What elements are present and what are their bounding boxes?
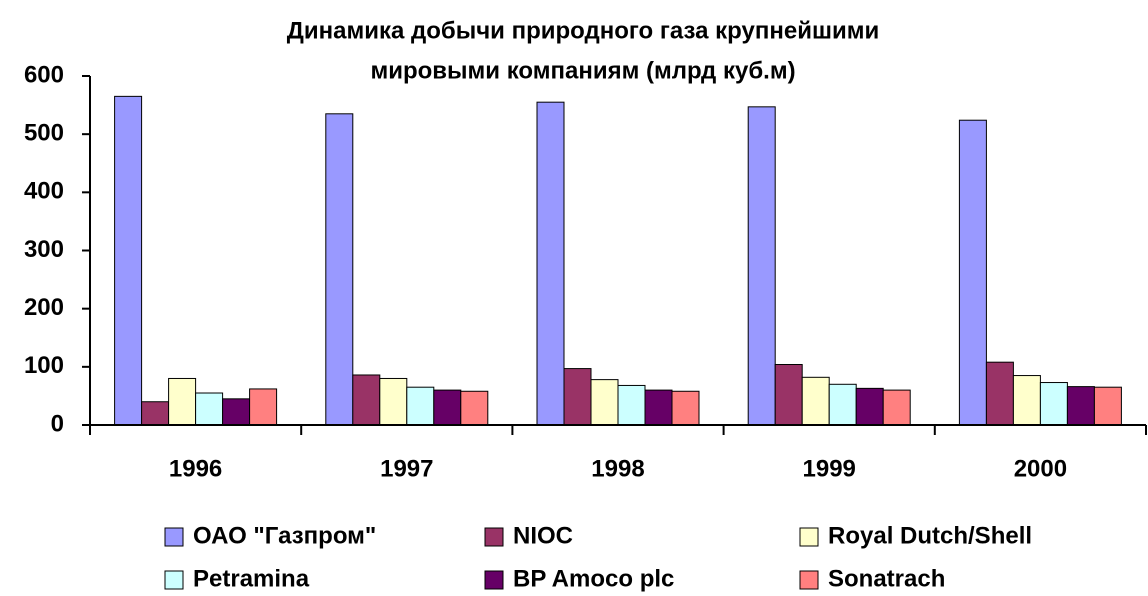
x-tick-label: 1997 <box>380 455 433 482</box>
y-tick-label: 0 <box>51 410 64 437</box>
bar <box>671 390 700 426</box>
y-tick-label: 200 <box>24 294 64 321</box>
y-tick-label: 300 <box>24 236 64 263</box>
legend-swatch <box>799 527 819 547</box>
legend-swatch <box>164 527 184 547</box>
bar <box>828 383 857 426</box>
legend-swatch <box>484 527 504 547</box>
bar <box>195 392 224 426</box>
bar <box>563 368 592 426</box>
y-tick-label: 600 <box>24 61 64 88</box>
bar <box>406 386 435 426</box>
legend-label: ОАО "Газпром" <box>193 522 376 549</box>
bar <box>379 377 408 426</box>
bar <box>249 388 278 426</box>
bar <box>168 377 197 426</box>
bar <box>590 379 619 426</box>
bar <box>958 119 987 426</box>
bar <box>352 374 381 426</box>
bar <box>644 389 673 426</box>
legend-swatch <box>164 570 184 590</box>
bar <box>141 401 170 426</box>
legend-label: Royal Dutch/Shell <box>828 522 1032 549</box>
chart-title: мировыми компаниям (млрд куб.м) <box>370 57 795 84</box>
legend-swatch <box>799 570 819 590</box>
bar <box>325 113 354 426</box>
bar <box>617 384 646 426</box>
chart-title: Динамика добычи природного газа крупнейш… <box>287 17 879 44</box>
bar <box>1012 375 1041 426</box>
bar <box>774 364 803 426</box>
legend-label: Sonatrach <box>828 565 945 592</box>
bar <box>747 106 776 426</box>
bar <box>985 361 1014 426</box>
bar <box>536 101 565 426</box>
legend-label: BP Amoco plc <box>513 565 674 592</box>
bar <box>1039 382 1068 426</box>
bar <box>433 389 462 426</box>
bar <box>855 387 884 426</box>
bar <box>1093 386 1122 426</box>
x-tick-label: 2000 <box>1014 455 1067 482</box>
x-tick-label: 1999 <box>803 455 856 482</box>
y-tick-label: 500 <box>24 120 64 147</box>
legend-label: Petramina <box>193 565 310 592</box>
x-tick-label: 1998 <box>591 455 644 482</box>
y-tick-label: 400 <box>24 178 64 205</box>
bar <box>882 389 911 426</box>
bar <box>801 376 830 426</box>
bar <box>114 95 143 426</box>
bar <box>222 398 251 426</box>
legend-swatch <box>484 570 504 590</box>
x-tick-label: 1996 <box>169 455 222 482</box>
legend-label: NIOC <box>513 522 573 549</box>
bar <box>1066 386 1095 426</box>
y-tick-label: 100 <box>24 352 64 379</box>
bar <box>460 390 489 426</box>
